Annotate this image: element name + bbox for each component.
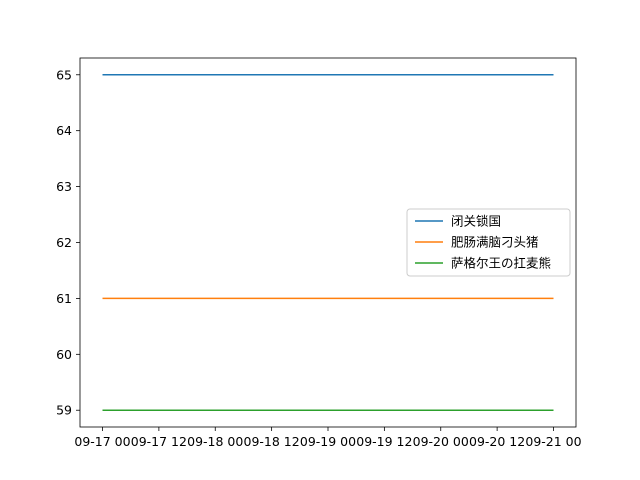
legend-box <box>406 208 571 277</box>
legend-label: 肥肠满脑刁头猪 <box>451 235 539 250</box>
y-tick-label: 63 <box>56 179 72 194</box>
legend-label: 闭关锁国 <box>451 214 501 229</box>
x-tick-label: 09-18 12 <box>244 434 300 449</box>
y-tick-label: 65 <box>56 67 72 82</box>
x-tick-label: 09-20 00 <box>413 434 469 449</box>
x-tick-label: 09-18 00 <box>187 434 243 449</box>
legend-label: 萨格尔王の扛麦熊 <box>451 256 551 271</box>
y-tick-label: 60 <box>56 347 72 362</box>
x-tick-label: 09-17 00 <box>74 434 130 449</box>
x-tick-label: 09-17 12 <box>131 434 187 449</box>
x-tick-label: 09-21 00 <box>525 434 581 449</box>
x-tick-label: 09-19 12 <box>356 434 412 449</box>
x-tick-label: 09-20 12 <box>469 434 525 449</box>
series-layer <box>102 74 554 411</box>
x-tick-label: 09-19 00 <box>300 434 356 449</box>
y-tick-label: 59 <box>56 403 72 418</box>
axes-layer: 09-17 00 09-17 12 09-18 00 09-18 12 09-19 00… <box>56 57 582 449</box>
y-tick-label: 61 <box>56 291 72 306</box>
y-tick-label: 62 <box>56 235 72 250</box>
y-tick-label: 64 <box>56 123 72 138</box>
